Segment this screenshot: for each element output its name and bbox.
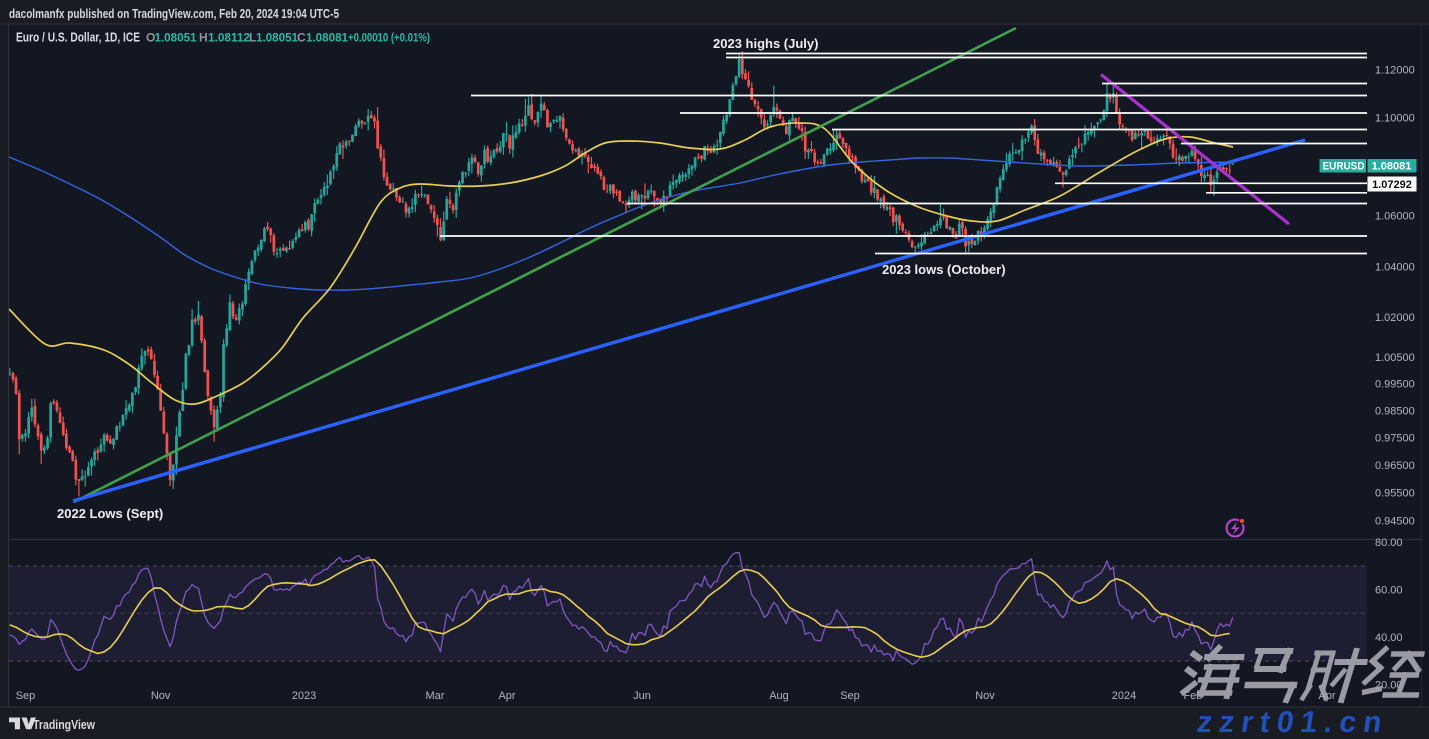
svg-text:Aug: Aug xyxy=(769,690,789,702)
svg-text:1.08051: 1.08051 xyxy=(155,31,197,45)
svg-text:O: O xyxy=(146,31,155,45)
svg-text:0.94500: 0.94500 xyxy=(1375,516,1415,528)
svg-text:Nov: Nov xyxy=(975,690,995,702)
svg-text:2023 highs (July): 2023 highs (July) xyxy=(713,36,818,51)
svg-text:zzrt01.cn: zzrt01.cn xyxy=(1195,706,1391,739)
svg-text:Sep: Sep xyxy=(840,690,860,702)
svg-text:1.12000: 1.12000 xyxy=(1375,65,1415,77)
svg-text:1.08112: 1.08112 xyxy=(208,31,250,45)
svg-text:2023 lows (October): 2023 lows (October) xyxy=(882,262,1006,277)
svg-text:0.95500: 0.95500 xyxy=(1375,487,1415,499)
svg-text:1.10000: 1.10000 xyxy=(1375,113,1415,125)
svg-text:0.98500: 0.98500 xyxy=(1375,405,1415,417)
svg-text:80.00: 80.00 xyxy=(1375,537,1403,549)
svg-text:1.08051: 1.08051 xyxy=(256,31,298,45)
svg-text:Nov: Nov xyxy=(151,690,171,702)
svg-text:1.08081: 1.08081 xyxy=(1372,161,1412,173)
svg-text:+0.00010 (+0.01%): +0.00010 (+0.01%) xyxy=(348,31,430,45)
svg-text:1.07292: 1.07292 xyxy=(1372,179,1412,191)
svg-text:EURUSD: EURUSD xyxy=(1323,161,1365,173)
svg-text:2023: 2023 xyxy=(292,690,316,702)
svg-text:0.97500: 0.97500 xyxy=(1375,432,1415,444)
svg-text:Mar: Mar xyxy=(426,690,445,702)
svg-text:L: L xyxy=(249,31,256,45)
svg-text:C: C xyxy=(297,31,306,45)
svg-text:60.00: 60.00 xyxy=(1375,584,1403,596)
svg-text:H: H xyxy=(199,31,208,45)
svg-text:dacolmanfx published on Tradin: dacolmanfx published on TradingView.com,… xyxy=(9,6,339,21)
svg-text:2022 Lows (Sept): 2022 Lows (Sept) xyxy=(57,506,163,521)
svg-text:Jun: Jun xyxy=(633,690,651,702)
svg-text:Sep: Sep xyxy=(16,690,36,702)
svg-text:1.08081: 1.08081 xyxy=(306,31,348,45)
svg-text:1.06000: 1.06000 xyxy=(1375,211,1415,223)
svg-text:TradingView: TradingView xyxy=(33,717,96,732)
svg-text:Euro / U.S. Dollar, 1D, ICE: Euro / U.S. Dollar, 1D, ICE xyxy=(16,31,140,45)
svg-text:1.04000: 1.04000 xyxy=(1375,261,1415,273)
svg-text:Apr: Apr xyxy=(498,690,515,702)
svg-text:2024: 2024 xyxy=(1112,690,1136,702)
svg-text:40.00: 40.00 xyxy=(1375,632,1403,644)
svg-text:1.02000: 1.02000 xyxy=(1375,312,1415,324)
svg-text:1.00500: 1.00500 xyxy=(1375,352,1415,364)
svg-text:0.96500: 0.96500 xyxy=(1375,460,1415,472)
svg-text:0.99500: 0.99500 xyxy=(1375,379,1415,391)
